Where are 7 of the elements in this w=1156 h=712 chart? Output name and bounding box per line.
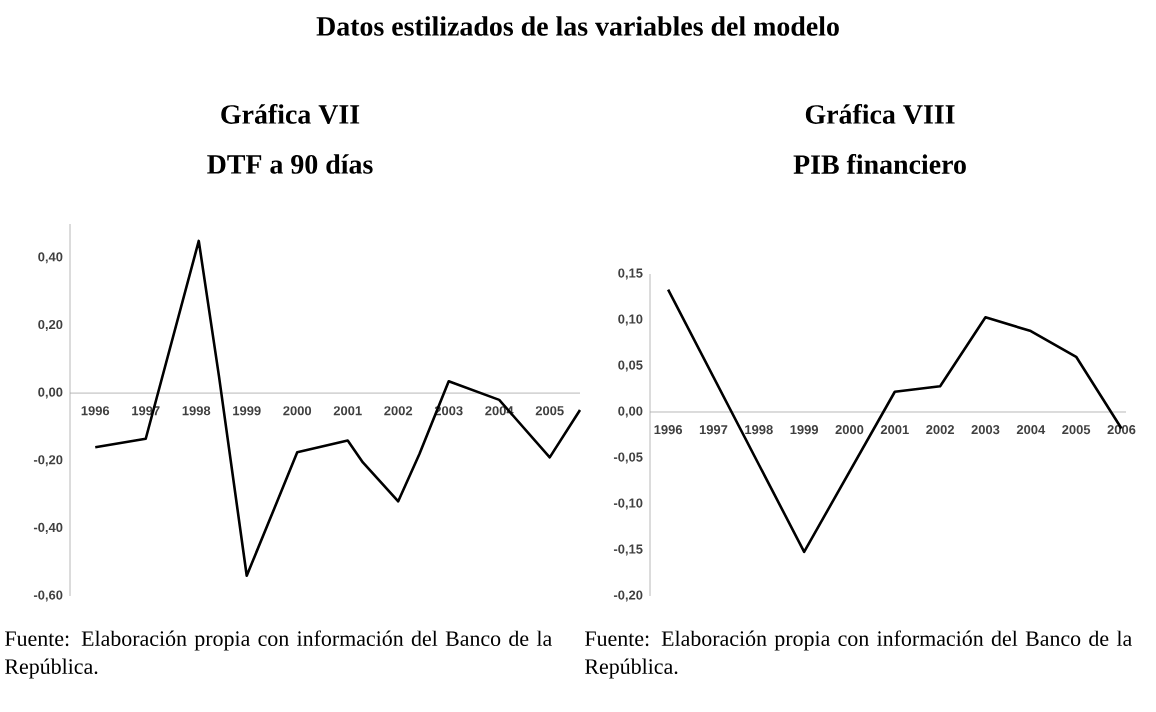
source-note: Fuente: Elaboración propia con información del Banco de la República. <box>585 630 1132 679</box>
text: Datos estilizados de las variables del modelo <box>316 16 839 36</box>
chart-title: Gráfica VIII <box>805 103 955 125</box>
source-note: Fuente: Elaboración propia con información del Banco de la República. <box>5 630 552 679</box>
chart-title: Gráfica VII <box>221 103 360 125</box>
chart-subtitle: PIB financiero <box>793 154 966 174</box>
chart-subtitle: DTF a 90 días <box>207 154 373 174</box>
